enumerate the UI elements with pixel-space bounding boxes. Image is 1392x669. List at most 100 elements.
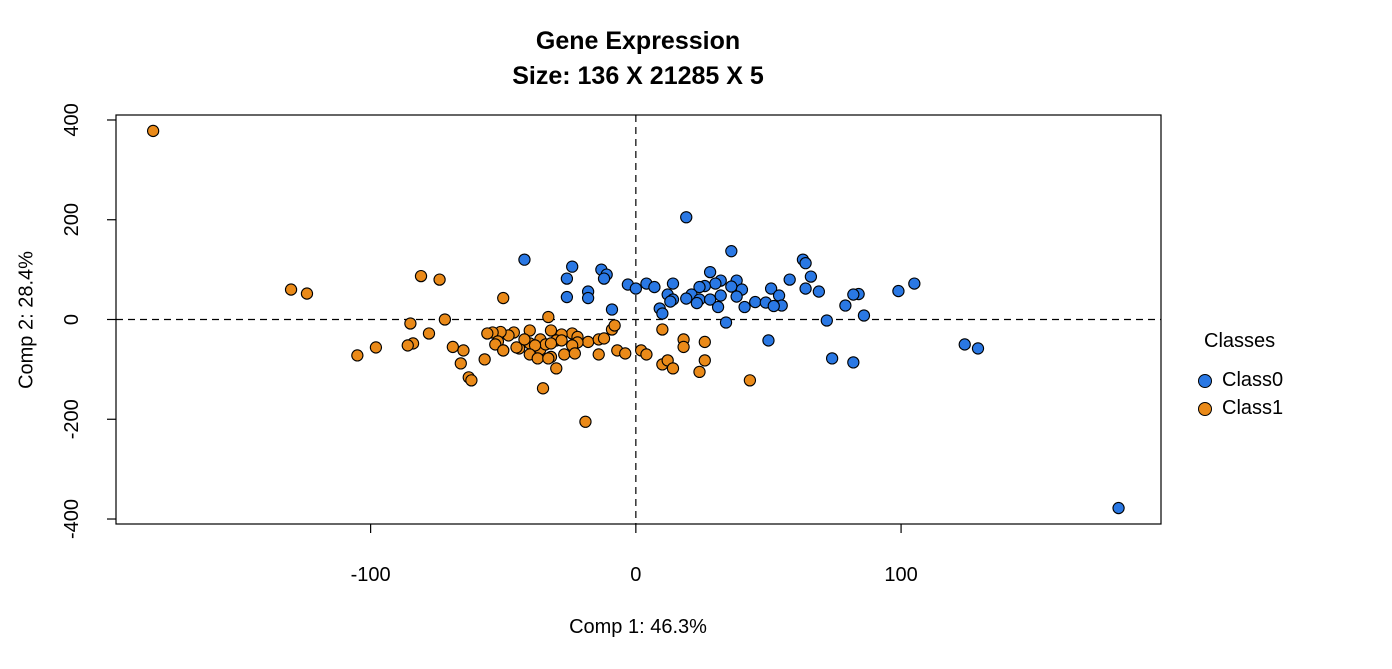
point-class0 (690, 296, 704, 310)
point-class0 (656, 307, 669, 320)
point-class0 (518, 253, 531, 266)
point-class1 (743, 374, 757, 387)
point-class1 (465, 374, 478, 387)
point-class1 (693, 365, 706, 379)
point-class0 (738, 300, 751, 314)
point-class1 (497, 291, 510, 305)
point-class0 (714, 289, 727, 302)
point-class1 (404, 317, 417, 330)
point-class1 (640, 348, 653, 361)
point-class0 (820, 314, 833, 327)
point-class1 (558, 348, 571, 361)
point-class0 (783, 273, 796, 286)
legend-item-class1: Class1 (1198, 397, 1283, 420)
point-class0 (605, 303, 619, 316)
point-class0 (566, 260, 579, 273)
point-class0 (680, 211, 693, 224)
point-class0 (719, 316, 733, 329)
point-class1 (568, 347, 581, 360)
point-class1 (510, 341, 523, 354)
point-class0 (847, 288, 860, 301)
point-class0 (1112, 501, 1125, 515)
legend-marker-class0 (1198, 373, 1212, 388)
legend-label-class1: Class1 (1222, 397, 1284, 419)
point-class0 (725, 280, 738, 293)
point-class1 (542, 352, 555, 365)
point-class0 (958, 338, 971, 351)
point-class0 (762, 334, 775, 347)
point-class0 (629, 282, 642, 295)
point-class0 (892, 284, 905, 298)
point-class1 (414, 269, 428, 283)
point-class1 (454, 357, 467, 370)
point-class1 (446, 340, 459, 354)
x-axis-label: Comp 1: 46.3% (569, 616, 707, 638)
point-class1 (666, 362, 680, 375)
chart-subtitle: Size: 136 X 21285 X 5 (512, 62, 764, 90)
point-class0 (693, 280, 706, 294)
point-class1 (550, 362, 563, 375)
point-class1 (619, 347, 632, 360)
point-class0 (703, 265, 717, 279)
x-tick-label: 100 (884, 564, 917, 586)
point-class1 (369, 341, 383, 354)
point-class0 (825, 352, 839, 365)
point-class0 (812, 285, 826, 298)
point-class1 (698, 335, 711, 349)
point-class1 (579, 415, 592, 428)
point-class1 (528, 339, 542, 352)
point-class0 (767, 299, 780, 313)
point-class1 (457, 344, 470, 357)
x-tick-label: 0 (630, 564, 641, 586)
point-class1 (581, 335, 595, 349)
point-class1 (698, 354, 711, 367)
point-class1 (146, 124, 160, 138)
point-class0 (799, 282, 812, 295)
point-class1 (544, 324, 558, 337)
point-class1 (284, 283, 298, 296)
y-axis-label: Comp 2: 28.4% (15, 251, 38, 389)
point-class0 (772, 289, 786, 302)
point-class0 (908, 277, 921, 290)
point-class1 (555, 334, 568, 347)
point-class1 (597, 332, 611, 345)
point-class0 (703, 293, 717, 306)
point-class1 (433, 273, 446, 286)
point-class0 (799, 256, 812, 270)
point-class1 (536, 382, 550, 395)
point-class0 (597, 272, 611, 285)
point-class0 (666, 277, 680, 290)
point-class1 (300, 287, 314, 300)
point-class1 (438, 313, 452, 326)
point-class1 (523, 324, 536, 337)
y-tick-label: 0 (61, 314, 83, 325)
point-class0 (664, 295, 677, 308)
point-class1 (481, 327, 494, 340)
point-class0 (581, 291, 595, 305)
legend-label-class0: Class0 (1222, 369, 1284, 391)
y-tick-label: -200 (61, 399, 83, 439)
point-class1 (497, 344, 510, 357)
point-class1 (478, 353, 491, 366)
y-tick-label: -400 (61, 499, 83, 539)
y-tick-label: 200 (61, 203, 83, 236)
point-class1 (518, 333, 531, 346)
point-class0 (680, 292, 693, 305)
point-class0 (648, 280, 661, 294)
point-class0 (560, 290, 574, 304)
point-class1 (592, 348, 605, 361)
point-class0 (764, 282, 778, 295)
point-class1 (544, 337, 558, 350)
point-class1 (351, 349, 364, 362)
chart-title: Gene Expression (535, 27, 741, 55)
point-class0 (709, 277, 722, 290)
legend-marker-class1 (1198, 401, 1212, 416)
point-class0 (749, 295, 762, 309)
legend-title: Classes (1204, 330, 1276, 352)
point-class0 (730, 290, 743, 303)
point-class1 (542, 310, 555, 324)
legend-item-class0: Class0 (1198, 369, 1283, 392)
point-class1 (401, 339, 414, 352)
point-class0 (839, 299, 852, 312)
